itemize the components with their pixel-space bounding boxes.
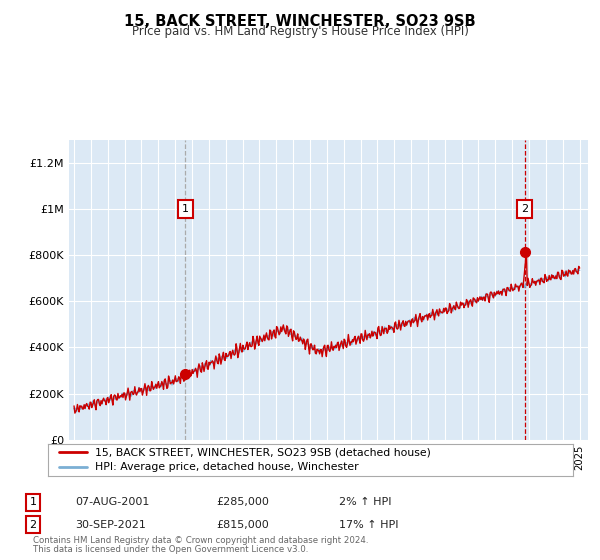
Text: 1: 1 <box>29 497 37 507</box>
Text: 15, BACK STREET, WINCHESTER, SO23 9SB: 15, BACK STREET, WINCHESTER, SO23 9SB <box>124 14 476 29</box>
Text: 17% ↑ HPI: 17% ↑ HPI <box>339 520 398 530</box>
Text: Contains HM Land Registry data © Crown copyright and database right 2024.: Contains HM Land Registry data © Crown c… <box>33 536 368 545</box>
Text: 07-AUG-2001: 07-AUG-2001 <box>75 497 149 507</box>
Text: £285,000: £285,000 <box>216 497 269 507</box>
Text: 15, BACK STREET, WINCHESTER, SO23 9SB (detached house): 15, BACK STREET, WINCHESTER, SO23 9SB (d… <box>95 447 431 458</box>
Text: Price paid vs. HM Land Registry's House Price Index (HPI): Price paid vs. HM Land Registry's House … <box>131 25 469 38</box>
Text: 30-SEP-2021: 30-SEP-2021 <box>75 520 146 530</box>
Text: 2% ↑ HPI: 2% ↑ HPI <box>339 497 391 507</box>
Text: HPI: Average price, detached house, Winchester: HPI: Average price, detached house, Winc… <box>95 462 359 472</box>
Text: 2: 2 <box>521 204 529 214</box>
Text: 1: 1 <box>182 204 189 214</box>
Text: £815,000: £815,000 <box>216 520 269 530</box>
Text: 2: 2 <box>29 520 37 530</box>
Text: This data is licensed under the Open Government Licence v3.0.: This data is licensed under the Open Gov… <box>33 545 308 554</box>
